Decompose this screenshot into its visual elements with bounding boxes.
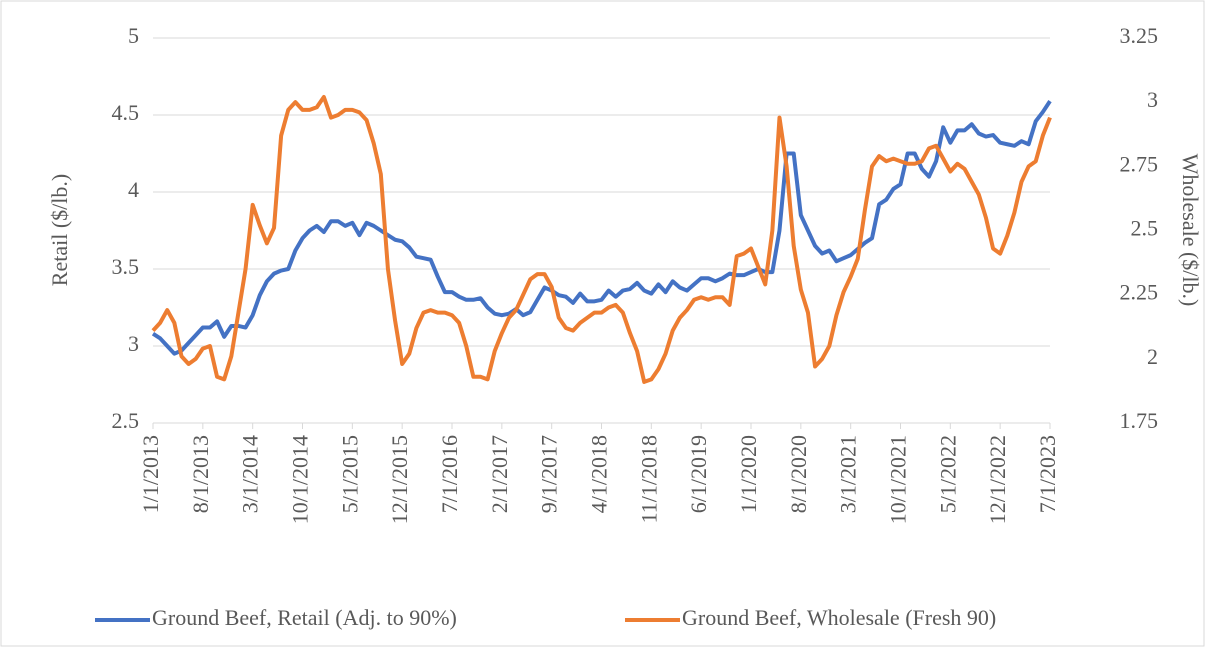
y-axis-title: Retail ($/lb.) (47, 174, 72, 286)
x-tick-label: 8/1/2013 (188, 435, 213, 513)
x-tick-label: 6/1/2019 (686, 435, 711, 513)
y-tick-label: 2.5 (112, 408, 140, 433)
y-tick-label: 3.5 (112, 254, 140, 279)
y2-tick-label: 2.5 (1131, 216, 1159, 241)
y-tick-label: 3 (128, 331, 139, 356)
x-tick-label: 5/1/2015 (337, 435, 362, 513)
x-tick-label: 2/1/2017 (487, 435, 512, 513)
x-tick-label: 10/1/2014 (288, 435, 313, 524)
y-tick-label: 4 (128, 177, 139, 202)
y2-axis-title: Wholesale ($/lb.) (1178, 154, 1203, 307)
x-tick-label: 7/1/2023 (1035, 435, 1060, 513)
y2-tick-label: 2.25 (1120, 280, 1159, 305)
series-line (151, 100, 1052, 356)
x-tick-label: 5/1/2022 (935, 435, 960, 513)
y2-tick-label: 3.25 (1120, 23, 1159, 48)
x-tick-label: 1/1/2020 (736, 435, 761, 513)
y2-tick-label: 3 (1147, 87, 1158, 112)
x-tick-label: 7/1/2016 (437, 435, 462, 513)
x-tick-label: 3/1/2014 (238, 435, 263, 513)
y-tick-label: 5 (128, 23, 139, 48)
x-tick-label: 12/1/2022 (985, 435, 1010, 524)
x-tick-label: 3/1/2021 (836, 435, 861, 513)
series-line (151, 95, 1052, 384)
x-tick-label: 1/1/2013 (138, 435, 163, 513)
x-tick-label: 12/1/2015 (387, 435, 412, 524)
y2-tick-label: 1.75 (1120, 408, 1159, 433)
y-tick-label: 4.5 (112, 100, 140, 125)
legend-label: Ground Beef, Retail (Adj. to 90%) (152, 605, 457, 630)
y2-tick-label: 2 (1147, 344, 1158, 369)
x-tick-label: 4/1/2018 (587, 435, 612, 513)
x-tick-label: 11/1/2018 (636, 435, 661, 523)
x-tick-label: 8/1/2020 (786, 435, 811, 513)
legend-label: Ground Beef, Wholesale (Fresh 90) (682, 605, 996, 630)
x-tick-label: 9/1/2017 (537, 435, 562, 513)
x-tick-label: 10/1/2021 (886, 435, 911, 524)
y2-tick-label: 2.75 (1120, 151, 1159, 176)
